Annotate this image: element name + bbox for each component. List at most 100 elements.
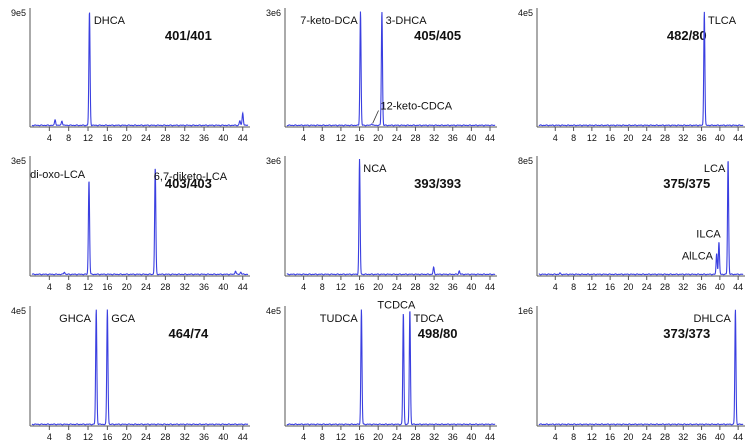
x-tick-label: 36 [199,432,209,442]
chart-panel-2: 3e6 4 8 12 16 20 24 28 32 36 40 44 405/405 7-keto-DCA… [266,8,497,143]
x-tick-label: 16 [605,282,615,292]
x-tick-label: 8 [66,133,71,143]
x-tick-label: 24 [392,432,402,442]
peak-label: TCDCA [377,299,416,311]
x-tick-label: 28 [660,282,670,292]
x-tick-label: 40 [218,432,228,442]
peak-label: 12-keto-CDCA [381,100,453,112]
peak-label: 7-keto-DCA [300,15,358,27]
x-tick-label: 4 [47,133,52,143]
x-tick-label: 32 [429,282,439,292]
x-tick-label: 16 [102,432,112,442]
x-tick-label: 12 [83,133,93,143]
x-tick-label: 32 [180,133,190,143]
peak-label: ILCA [696,229,721,241]
chromatogram-trace [31,168,249,276]
x-tick-label: 12 [336,432,346,442]
x-tick-label: 16 [355,432,365,442]
x-tick-label: 12 [587,432,597,442]
x-tick-label: 4 [301,282,306,292]
peak-label: TDCA [414,313,445,325]
x-tick-label: 32 [429,133,439,143]
x-tick-label: 36 [199,133,209,143]
x-tick-label: 44 [238,133,248,143]
peak-label: di-oxo-LCA [30,169,86,181]
x-tick-label: 44 [733,133,743,143]
x-tick-label: 32 [429,432,439,442]
x-tick-label: 40 [715,282,725,292]
chromatogram-trace [538,309,744,426]
x-tick-label: 40 [466,432,476,442]
x-tick-label: 28 [160,282,170,292]
chart-panel-8: 4e5 4 8 12 16 20 24 28 32 36 40 44 498/80 TUDCA TCDCA T… [266,299,497,442]
x-tick-label: 28 [660,133,670,143]
x-tick-label: 40 [466,133,476,143]
x-tick-label: 8 [66,432,71,442]
x-tick-label: 44 [238,282,248,292]
transition-label: 401/401 [165,28,212,43]
x-tick-label: 44 [733,432,743,442]
peak-label: NCA [363,163,387,175]
chart-panel-5: 3e6 4 8 12 16 20 24 28 32 36 40 44 393/393 NCA [266,156,497,292]
chromatogram-trace [538,161,744,276]
y-max-label: 8e5 [518,156,533,166]
x-tick-label: 36 [448,133,458,143]
x-tick-label: 24 [642,133,652,143]
x-tick-label: 32 [180,432,190,442]
peak-label: DHLCA [694,313,732,325]
x-tick-label: 20 [122,282,132,292]
x-tick-label: 12 [587,282,597,292]
x-tick-label: 28 [160,432,170,442]
x-tick-label: 20 [623,432,633,442]
x-tick-label: 12 [83,282,93,292]
x-tick-label: 36 [448,282,458,292]
y-max-label: 3e5 [11,156,26,166]
y-max-label: 9e5 [11,8,26,18]
peak-label: 3-DHCA [386,15,428,27]
x-tick-label: 4 [553,432,558,442]
x-tick-label: 40 [715,133,725,143]
chromatogram-trace [31,309,249,426]
y-max-label: 4e5 [518,8,533,18]
x-tick-label: 32 [180,282,190,292]
x-tick-label: 44 [485,282,495,292]
x-tick-label: 8 [320,282,325,292]
transition-label: 393/393 [414,176,461,191]
x-tick-label: 8 [320,432,325,442]
peak-label: GCA [111,313,136,325]
x-tick-label: 28 [160,133,170,143]
x-tick-label: 24 [141,432,151,442]
x-tick-label: 20 [373,282,383,292]
transition-label: 498/80 [418,326,458,341]
x-tick-label: 8 [66,282,71,292]
chromatogram-trace [31,12,249,127]
x-tick-label: 20 [623,133,633,143]
x-tick-label: 20 [373,432,383,442]
x-tick-label: 16 [355,282,365,292]
x-tick-label: 44 [485,432,495,442]
x-tick-label: 4 [553,282,558,292]
y-max-label: 4e5 [266,306,281,316]
peak-leader-line [372,110,379,124]
x-tick-label: 24 [392,133,402,143]
x-tick-label: 28 [410,432,420,442]
y-max-label: 3e6 [266,8,281,18]
x-tick-label: 20 [623,282,633,292]
chromatogram-trace [286,309,496,426]
peak-label: TLCA [708,15,737,27]
x-tick-label: 36 [199,282,209,292]
chart-panel-1: 9e5 4 8 12 16 20 24 28 32 36 40 44 401/401 DHCA [11,8,250,143]
x-tick-label: 20 [122,432,132,442]
x-tick-label: 12 [336,282,346,292]
x-tick-label: 16 [102,133,112,143]
x-tick-label: 24 [642,282,652,292]
x-tick-label: 8 [320,133,325,143]
x-tick-label: 16 [355,133,365,143]
chromatogram-trace [538,11,744,127]
x-tick-label: 20 [122,133,132,143]
x-tick-label: 32 [678,432,688,442]
x-tick-label: 32 [678,282,688,292]
